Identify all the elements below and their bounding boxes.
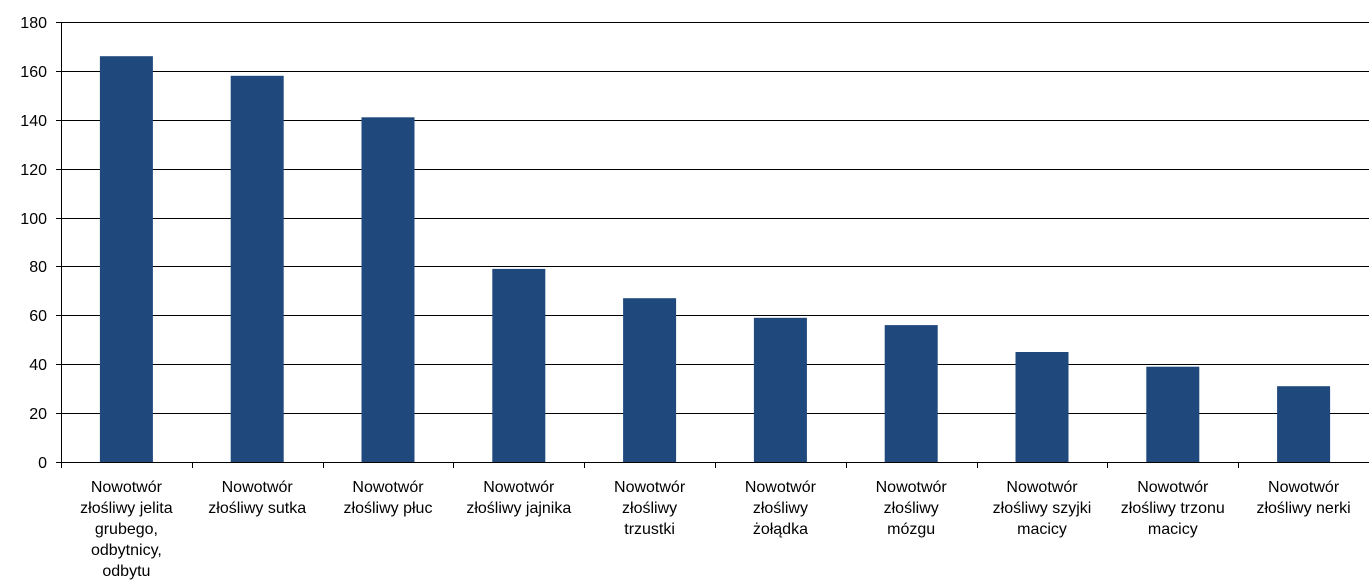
y-tick-label: 60 xyxy=(29,308,47,325)
x-category-label-line: złośliwy xyxy=(753,500,808,517)
x-category-label: Nowotwór złośliwy żołądka xyxy=(745,479,817,538)
x-category-label-line: Nowotwór xyxy=(1268,479,1340,496)
bar xyxy=(99,56,153,462)
x-category-label: Nowotwór złośliwy jajnika xyxy=(466,479,571,517)
y-tick-label: 20 xyxy=(29,406,47,423)
bar xyxy=(492,268,546,462)
bar xyxy=(1277,386,1331,462)
y-tick-label: 100 xyxy=(20,211,47,228)
x-category-label-line: Nowotwór xyxy=(1006,479,1078,496)
bar xyxy=(1015,352,1069,462)
x-category-label-line: złośliwy jajnika xyxy=(466,500,571,517)
x-category-label-line: macicy xyxy=(1148,521,1198,538)
x-category-label-line: złośliwy trzonu xyxy=(1121,500,1225,517)
bar xyxy=(361,117,415,463)
x-category-label: Nowotwór złośliwy trzustki xyxy=(614,479,686,538)
x-category-label-line: złośliwy płuc xyxy=(344,500,433,517)
y-tick-label: 160 xyxy=(20,64,47,81)
y-tick-label: 80 xyxy=(29,259,47,276)
x-category-label-line: Nowotwór xyxy=(745,479,817,496)
bar xyxy=(753,317,807,462)
x-category-label-line: Nowotwór xyxy=(483,479,555,496)
x-category-label-line: złośliwy jelita xyxy=(80,500,173,517)
x-category-label-line: Nowotwór xyxy=(614,479,686,496)
y-tick-label: 40 xyxy=(29,357,47,374)
y-tick-label: 120 xyxy=(20,162,47,179)
x-category-label-line: żołądka xyxy=(753,521,808,538)
x-axis-labels: Nowotwór złośliwy jelita grubego, odbytnicy… xyxy=(80,479,1351,580)
x-category-label-line: złośliwy nerki xyxy=(1256,500,1350,517)
x-category-label-line: grubego, xyxy=(95,521,158,538)
bar xyxy=(884,325,938,462)
x-category-label: Nowotwór złośliwy płuc xyxy=(344,479,433,517)
x-category-label-line: złośliwy xyxy=(884,500,939,517)
x-category-label-line: złośliwy szyjki xyxy=(993,500,1092,517)
x-category-label-line: odbytu xyxy=(102,563,150,580)
x-category-label-line: trzustki xyxy=(624,521,675,538)
x-category-label-line: odbytnicy, xyxy=(91,542,162,559)
x-category-label: Nowotwór złośliwy mózgu xyxy=(876,479,948,538)
x-category-label: Nowotwór złośliwy szyjki macicy xyxy=(993,479,1092,538)
x-category-label-line: Nowotwór xyxy=(352,479,424,496)
x-category-label: Nowotwór złośliwy jelita grubego, odbytnicy… xyxy=(80,479,173,580)
y-tick-label: 0 xyxy=(38,455,47,472)
x-category-label-line: Nowotwór xyxy=(91,479,163,496)
y-tick-label: 140 xyxy=(20,113,47,130)
x-category-label-line: złośliwy xyxy=(622,500,677,517)
x-category-label-line: Nowotwór xyxy=(876,479,948,496)
bar xyxy=(1146,366,1200,462)
y-axis-ticks: 0 20 40 60 80 100 120 140 160 180 xyxy=(20,15,61,472)
bars xyxy=(99,56,1331,463)
x-category-label-line: złośliwy sutka xyxy=(208,500,306,517)
y-tick-label: 180 xyxy=(20,15,47,32)
x-category-label: Nowotwór złośliwy nerki xyxy=(1256,479,1350,517)
x-category-label-line: mózgu xyxy=(887,521,935,538)
x-axis-ticks xyxy=(61,462,1239,468)
x-category-label-line: Nowotwór xyxy=(222,479,294,496)
x-category-label: Nowotwór złośliwy sutka xyxy=(208,479,306,517)
bar xyxy=(623,298,677,462)
x-category-label: Nowotwór złośliwy trzonu macicy xyxy=(1121,479,1225,538)
bar xyxy=(230,75,284,463)
x-category-label-line: Nowotwór xyxy=(1137,479,1209,496)
x-category-label-line: macicy xyxy=(1017,521,1067,538)
